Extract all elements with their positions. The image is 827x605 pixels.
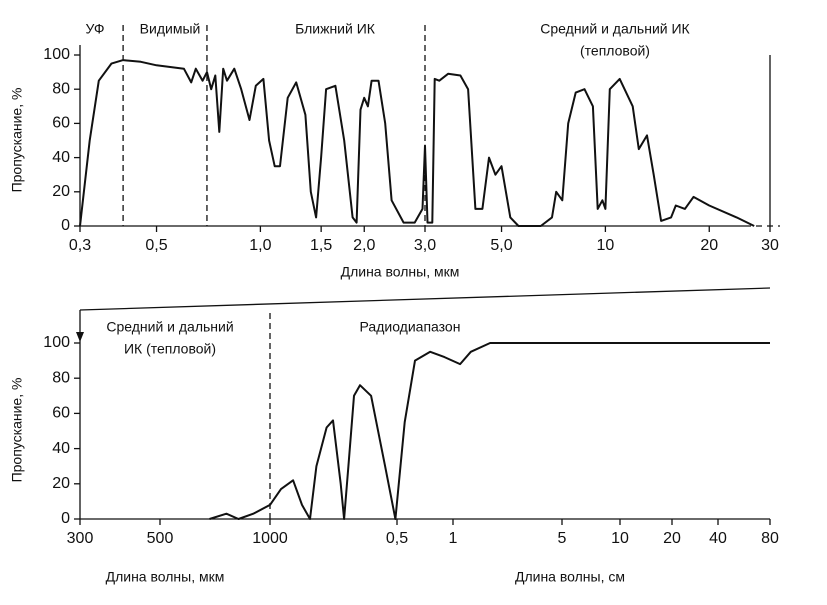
y-tick-label: 20 [52,475,70,492]
x-tick-label: 1 [449,530,458,547]
x-tick-label: 40 [709,530,727,547]
x-tick-label: 0,5 [145,237,167,254]
region-label: Видимый [140,21,201,37]
x-tick-label: 3,0 [414,237,436,254]
region-label: Ближний ИК [295,21,376,37]
y-axis-label: Пропускание, % [9,88,25,193]
x-tick-label: 5 [558,530,567,547]
x-tick-label: 20 [700,237,718,254]
x-tick-label: 1,0 [249,237,271,254]
x-axis-label: Длина волны, мкм [341,264,460,280]
region-label: (тепловой) [580,43,650,59]
region-label: УФ [85,21,104,37]
x-axis-label: Длина волны, мкм [106,569,225,585]
x-tick-label: 10 [611,530,629,547]
x-tick-label: 500 [147,530,174,547]
connector [79,287,771,311]
transmission-line [209,342,770,520]
y-tick-label: 80 [52,80,70,97]
x-tick-label: 10 [596,237,614,254]
y-tick-label: 0 [61,510,70,527]
y-tick-label: 60 [52,405,70,422]
region-label: Радиодиапазон [360,319,461,335]
transmission-line [79,59,755,227]
x-tick-label: 300 [67,530,94,547]
x-tick-label: 0,3 [69,237,91,254]
y-tick-label: 60 [52,115,70,132]
x-tick-label: 20 [663,530,681,547]
x-axis-label: Длина волны, см [515,569,625,585]
y-tick-label: 100 [43,46,70,63]
y-tick-label: 40 [52,149,70,166]
y-tick-label: 100 [43,334,70,351]
region-label: ИК (тепловой) [124,341,216,357]
x-tick-label: 1,5 [310,237,332,254]
y-tick-label: 40 [52,440,70,457]
x-tick-label: 80 [761,530,779,547]
x-tick-label: 30 [761,237,779,254]
x-tick-label: 2,0 [353,237,375,254]
y-tick-label: 20 [52,183,70,200]
x-tick-label: 0,5 [386,530,408,547]
y-tick-label: 0 [61,217,70,234]
y-tick-label: 80 [52,369,70,386]
x-tick-label: 5,0 [490,237,512,254]
y-axis-label: Пропускание, % [9,378,25,483]
region-label: Средний и дальний [106,319,233,335]
x-tick-label: 1000 [252,530,288,547]
region-label: Средний и дальний ИК [540,21,690,37]
